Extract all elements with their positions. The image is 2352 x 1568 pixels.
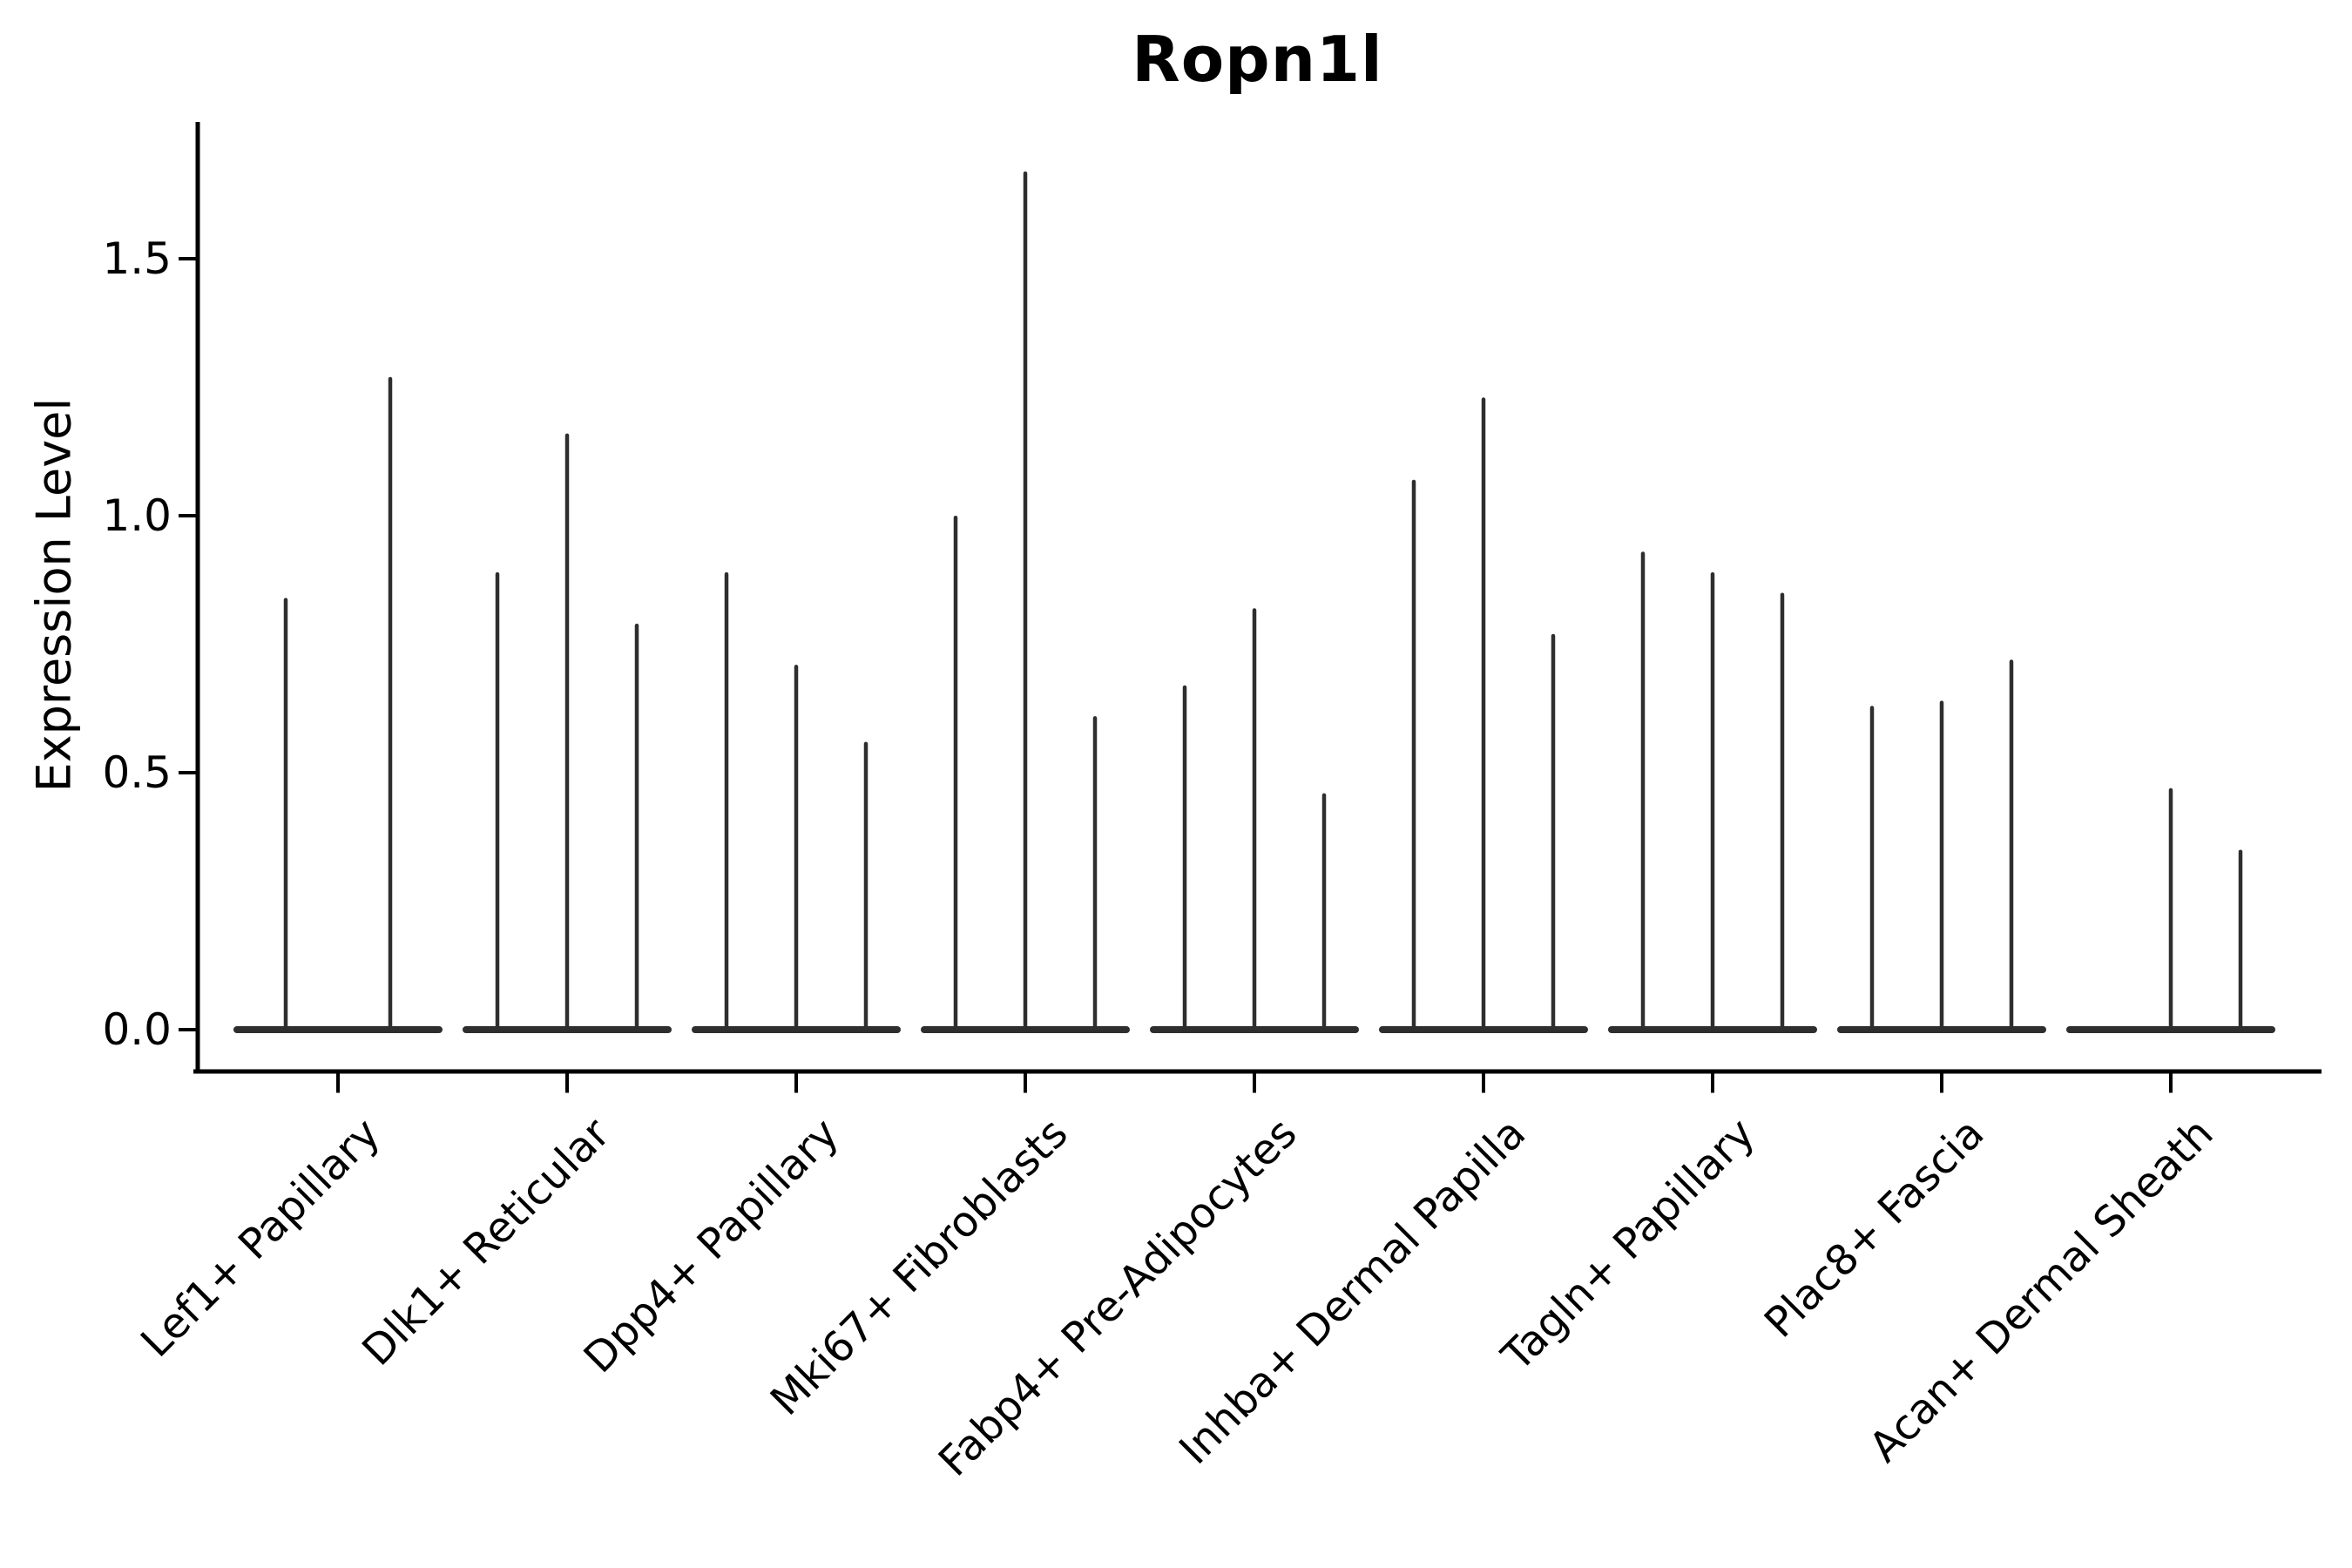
violin-spike	[1551, 633, 1556, 1030]
violin-spike	[2238, 849, 2243, 1030]
violin-spike	[1939, 700, 1944, 1030]
x-tick-mark	[336, 1073, 340, 1093]
violin-spike	[1252, 608, 1257, 1030]
x-tick-mark	[1940, 1073, 1943, 1093]
violin-spike	[724, 571, 729, 1030]
y-tick-mark	[179, 257, 198, 260]
violin-spike	[495, 571, 500, 1030]
violin-spike	[1182, 685, 1187, 1030]
violin-spike	[953, 516, 958, 1030]
x-tick-mark	[1024, 1073, 1027, 1093]
violin-spike	[564, 433, 570, 1031]
violin-spike	[1481, 397, 1486, 1030]
violin-spike	[634, 623, 639, 1030]
y-axis-label: Expression Level	[26, 397, 82, 793]
x-tick-mark	[1711, 1073, 1714, 1093]
x-tick-mark	[2169, 1073, 2173, 1093]
violin-spike	[1710, 571, 1715, 1030]
violin-spike	[863, 741, 868, 1030]
x-tick-mark	[794, 1073, 798, 1093]
x-tick-mark	[1482, 1073, 1485, 1093]
violin-spike	[388, 376, 393, 1030]
violin-spike	[1023, 171, 1028, 1030]
y-axis-spine	[195, 122, 200, 1074]
violin-spike	[1640, 551, 1646, 1030]
violin-spike	[1092, 716, 1098, 1030]
x-tick-mark	[1253, 1073, 1256, 1093]
violin-spike	[2009, 659, 2014, 1030]
violin-spike	[2168, 787, 2173, 1030]
chart-title: Ropn1l	[1132, 23, 1383, 96]
x-tick-mark	[565, 1073, 569, 1093]
y-tick-mark	[179, 771, 198, 774]
violin-spike	[1869, 706, 1875, 1030]
y-tick-mark	[179, 514, 198, 517]
y-tick-label: 1.5	[102, 233, 172, 284]
violin-spike	[1411, 479, 1416, 1030]
y-tick-label: 0.0	[102, 1004, 172, 1055]
y-tick-label: 0.5	[102, 747, 172, 798]
y-tick-label: 1.0	[102, 490, 172, 541]
violin-spike	[794, 665, 799, 1030]
violin-spike	[1321, 793, 1327, 1030]
violin-spike	[1780, 592, 1785, 1030]
violin-spike	[283, 598, 288, 1030]
y-tick-mark	[179, 1028, 198, 1031]
violin-baseline-body	[233, 1026, 443, 1033]
x-axis-spine	[193, 1069, 2322, 1074]
